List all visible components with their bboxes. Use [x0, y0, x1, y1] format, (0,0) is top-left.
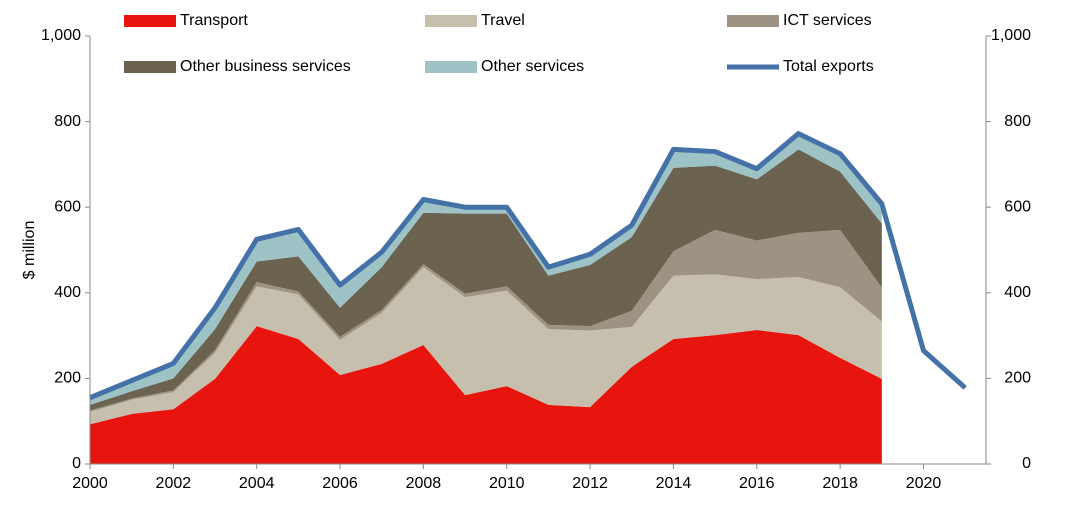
area: [90, 267, 882, 425]
legend-label: Other business services: [180, 58, 351, 75]
x-tick-label: 2002: [156, 475, 192, 492]
x-tick-label: 2018: [822, 475, 858, 492]
legend-swatch: [124, 61, 176, 73]
y2-tick-label: 0: [1022, 455, 1031, 472]
y2-tick-label: 200: [1004, 370, 1031, 387]
legend-label: Transport: [180, 12, 248, 29]
y-tick-label: 400: [54, 284, 81, 301]
x-tick-label: 2014: [656, 475, 692, 492]
area: [90, 326, 882, 464]
y2-tick-label: 800: [1004, 113, 1031, 130]
legend-swatch: [425, 15, 477, 27]
x-tick-label: 2000: [72, 475, 108, 492]
y2-tick-label: 600: [1004, 198, 1031, 215]
area: [90, 149, 882, 411]
y-tick-label: 200: [54, 370, 81, 387]
y-axis-label: $ million: [21, 221, 38, 280]
legend-swatch: [124, 15, 176, 27]
x-tick-label: 2006: [322, 475, 358, 492]
y-tick-label: 800: [54, 113, 81, 130]
legend-label: Travel: [481, 12, 525, 29]
area: [90, 133, 882, 405]
y-tick-label: 600: [54, 198, 81, 215]
legend-swatch: [727, 15, 779, 27]
y-tick-label: 0: [72, 455, 81, 472]
y2-tick-label: 400: [1004, 284, 1031, 301]
y-tick-label: 1,000: [41, 27, 81, 44]
x-tick-label: 2020: [906, 475, 942, 492]
legend-label: ICT services: [783, 12, 872, 29]
x-tick-label: 2016: [739, 475, 775, 492]
x-tick-label: 2010: [489, 475, 525, 492]
x-tick-label: 2004: [239, 475, 275, 492]
legend-swatch: [425, 61, 477, 73]
legend-label: Total exports: [783, 58, 874, 75]
x-tick-label: 2008: [406, 475, 442, 492]
y2-tick-label: 1,000: [991, 27, 1031, 44]
legend-label: Other services: [481, 58, 584, 75]
line: [89, 131, 967, 400]
area: [90, 229, 882, 412]
x-tick-label: 2012: [572, 475, 608, 492]
